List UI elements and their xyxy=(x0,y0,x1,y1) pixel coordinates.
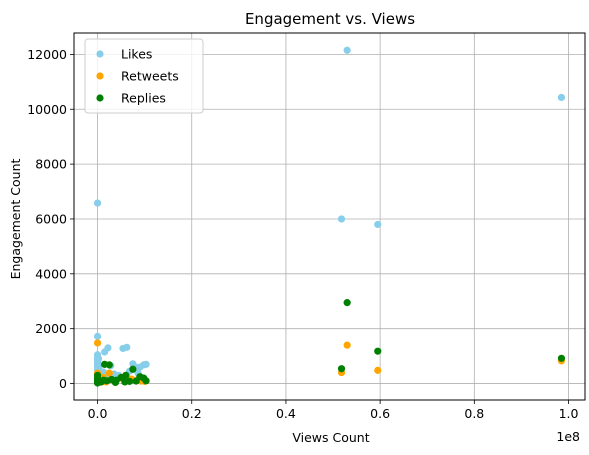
legend-label-replies: Replies xyxy=(121,91,166,106)
likes-point xyxy=(94,355,103,363)
y-tick-label: 0 xyxy=(59,376,67,391)
data-points xyxy=(93,46,566,387)
likes-point xyxy=(123,343,131,351)
y-tick-label: 8000 xyxy=(35,157,67,172)
replies-point xyxy=(343,299,351,307)
x-tick-label: 1.0 xyxy=(559,406,579,421)
plot-area-frame xyxy=(73,32,586,401)
likes-point xyxy=(343,46,351,54)
replies-point xyxy=(105,361,113,369)
y-tick-label: 4000 xyxy=(35,266,67,281)
likes-point xyxy=(142,360,150,368)
y-tick-label: 12000 xyxy=(27,47,67,62)
legend-marker-likes xyxy=(96,50,104,58)
legend-label-retweets: Retweets xyxy=(121,69,179,84)
legend-box xyxy=(84,38,204,114)
x-axis-offset-label: 1e8 xyxy=(556,429,580,444)
likes-point xyxy=(374,220,382,229)
y-tick-label: 2000 xyxy=(35,321,67,336)
legend-marker-retweets xyxy=(96,72,104,80)
replies-point xyxy=(111,378,120,387)
likes-point xyxy=(557,93,566,102)
replies-point xyxy=(557,354,566,362)
x-tick-label: 0.4 xyxy=(276,406,296,421)
legend: Likes Retweets Replies xyxy=(84,38,204,114)
y-axis-label: Engagement Count xyxy=(8,158,23,279)
retweets-point xyxy=(105,369,113,377)
x-axis-label: Views Count xyxy=(292,430,369,445)
x-tick-label: 0.8 xyxy=(464,406,484,421)
y-tick-label: 6000 xyxy=(35,211,67,226)
retweets-point xyxy=(93,339,102,347)
likes-point xyxy=(95,362,103,371)
chart-title: Engagement vs. Views xyxy=(245,10,415,28)
axis-ticks: 0.0 0.2 0.4 0.6 0.8 1.0 0 2000 4000 6000 8000 10000… xyxy=(27,47,578,421)
replies-point xyxy=(103,377,111,385)
likes-point xyxy=(337,215,346,223)
x-tick-label: 0.0 xyxy=(88,406,108,421)
x-tick-label: 0.2 xyxy=(182,406,202,421)
y-tick-label: 10000 xyxy=(27,102,67,117)
replies-point xyxy=(129,365,137,373)
series-likes xyxy=(93,46,566,382)
retweets-point xyxy=(374,366,382,374)
legend-marker-replies xyxy=(96,94,104,102)
replies-point xyxy=(142,377,150,385)
replies-point xyxy=(121,378,129,386)
likes-point xyxy=(93,332,102,340)
likes-point xyxy=(93,199,102,207)
retweets-point xyxy=(343,341,351,349)
replies-point xyxy=(337,365,346,373)
likes-point xyxy=(104,344,112,352)
replies-point xyxy=(374,347,382,355)
series-retweets xyxy=(93,339,566,386)
x-tick-label: 0.6 xyxy=(370,406,390,421)
series-replies xyxy=(93,299,566,387)
legend-label-likes: Likes xyxy=(121,47,152,62)
